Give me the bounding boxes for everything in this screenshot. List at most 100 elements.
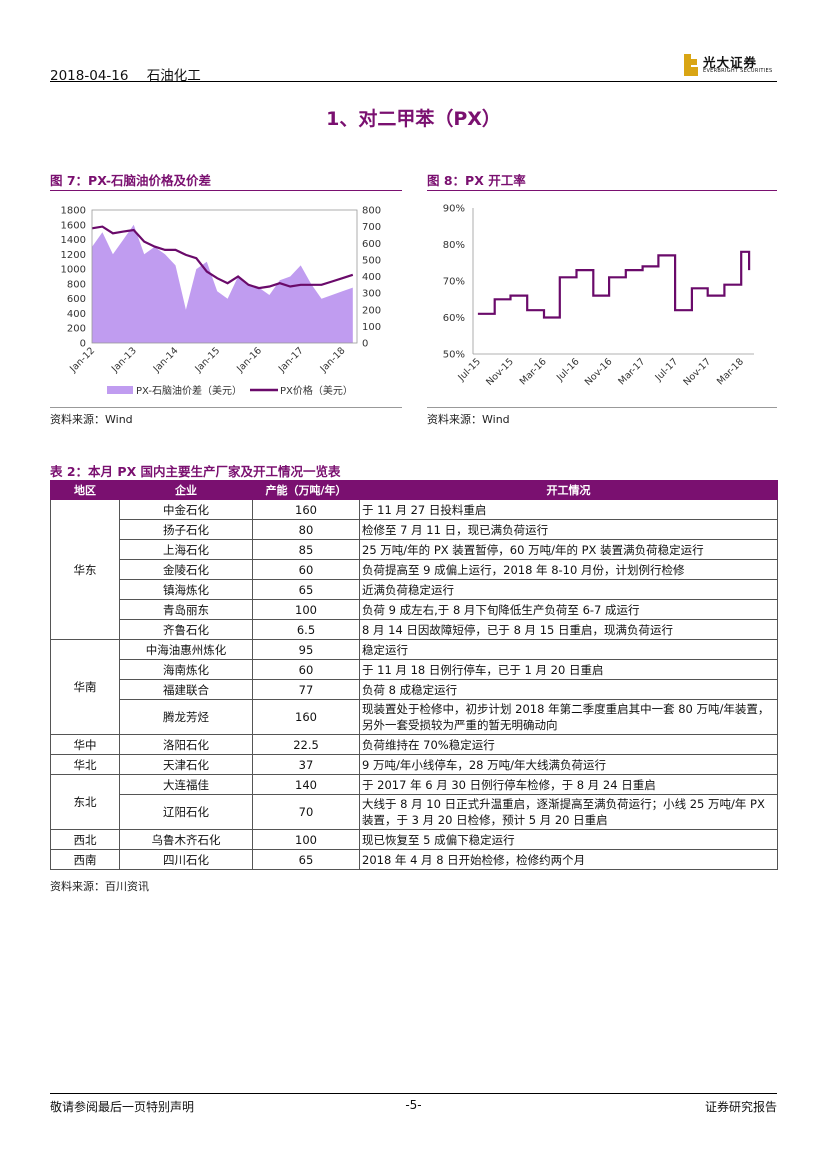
y-tick-label: 50%: [443, 350, 465, 361]
utilization-line: [477, 250, 751, 319]
plot-frame: [91, 209, 358, 344]
company-cell: 洛阳石化: [119, 734, 253, 755]
report-date: 2018-04-16: [50, 68, 129, 84]
y-left-tick-label: 1200: [61, 250, 86, 261]
table-row: 东北 大连福佳 140 于 2017 年 6 月 30 日例行停车检修，于 8 月 2…: [50, 774, 778, 830]
x-tick-label: Jan-15: [192, 345, 222, 375]
table-row: 青岛丽东 100 负荷 9 成左右,于 8 月下旬降低生产负荷至 6-7 成运行: [51, 599, 778, 620]
fig8-source-rule: [427, 407, 777, 408]
x-tick-label: Mar-17: [616, 356, 647, 387]
fig8-title: 图 8：PX 开工率: [427, 173, 526, 188]
footer-disclaimer: 敬请参阅最后一页特别声明: [50, 1100, 195, 1114]
capacity-cell: 70: [252, 794, 360, 830]
px-price-line: [91, 225, 354, 290]
table-row: 海南炼化 60 于 11 月 18 日例行停车，已于 1 月 20 日重启: [51, 659, 778, 680]
company-cell: 中金石化: [119, 499, 253, 520]
table-row: 福建联合 77 负荷 8 成稳定运行: [51, 679, 778, 700]
company-cell: 中海油惠州炼化: [119, 639, 253, 660]
status-cell: 8 月 14 日因故障短停，已于 8 月 15 日重启，现满负荷运行: [359, 619, 778, 640]
company-cell: 四川石化: [119, 849, 253, 870]
y-right-tick-label: 700: [362, 222, 381, 233]
status-cell: 大线于 8 月 10 日正式升温重启，逐渐提高至满负荷运行；小线 25 万吨/年…: [359, 794, 778, 830]
status-cell: 25 万吨/年的 PX 装置暂停，60 万吨/年的 PX 装置满负荷稳定运行: [359, 539, 778, 560]
capacity-cell: 80: [252, 519, 360, 540]
table-row: 镇海炼化 65 近满负荷稳定运行: [51, 579, 778, 600]
table-row: 华北 天津石化 37 9 万吨/年小线停车，28 万吨/年大线满负荷运行: [50, 754, 778, 775]
company-cell: 海南炼化: [119, 659, 253, 680]
company-logo: 光大证券 EVERBRIGHT SECURITIES: [684, 52, 780, 78]
table-row: 辽阳石化 70 大线于 8 月 10 日正式升温重启，逐渐提高至满负荷运行；小线 2…: [51, 794, 778, 830]
x-tick-label: Mar-18: [715, 356, 746, 387]
capacity-cell: 6.5: [252, 619, 360, 640]
y-left-tick-label: 0: [80, 339, 86, 350]
company-cell: 上海石化: [119, 539, 253, 560]
table-row: 西南 四川石化 65 2018 年 4 月 8 日开始检修，检修约两个月: [50, 849, 778, 870]
capacity-cell: 100: [252, 829, 360, 850]
y-tick-label: 70%: [443, 277, 465, 288]
company-cell: 扬子石化: [119, 519, 253, 540]
y-right-tick-label: 200: [362, 305, 381, 316]
region-cell: 西北: [50, 829, 120, 850]
logo-mark-icon: [684, 54, 698, 76]
table-title: 表 2：本月 PX 国内主要生产厂家及开工情况一览表: [50, 464, 341, 479]
table-row: 华中 洛阳石化 22.5 负荷维持在 70%稳定运行: [50, 734, 778, 755]
y-left-tick-label: 1400: [61, 235, 86, 246]
capacity-cell: 160: [252, 499, 360, 520]
x-tick-label: Jan-13: [109, 345, 139, 375]
y-tick-label: 90%: [443, 204, 465, 215]
col-capacity: 产能（万吨/年）: [252, 480, 360, 500]
fig7-chart: 0 200 400 600 800 1000 1200 1400 1600 1800 0 100 200…: [61, 206, 382, 398]
footer-report-type: 证券研究报告: [704, 1100, 777, 1114]
capacity-cell: 37: [252, 754, 360, 775]
fig7-source: 资料来源：Wind: [50, 413, 133, 426]
status-cell: 于 11 月 27 日投料重启: [359, 499, 778, 520]
table-row: 西北 乌鲁木齐石化 100 现已恢复至 5 成偏下稳定运行: [50, 829, 778, 850]
table-source: 资料来源：百川资讯: [50, 880, 149, 893]
company-cell: 青岛丽东: [119, 599, 253, 620]
table-row: 齐鲁石化 6.5 8 月 14 日因故障短停，已于 8 月 15 日重启，现满负荷运…: [51, 619, 778, 640]
capacity-cell: 65: [252, 849, 360, 870]
status-cell: 负荷提高至 9 成偏上运行，2018 年 8-10 月份，计划例行检修: [359, 559, 778, 580]
status-cell: 现装置处于检修中，初步计划 2018 年第二季度重启其中一套 80 万吨/年装置…: [359, 699, 778, 735]
x-tick-label: Mar-16: [518, 356, 549, 387]
capacity-cell: 65: [252, 579, 360, 600]
table-row: 金陵石化 60 负荷提高至 9 成偏上运行，2018 年 8-10 月份，计划例行检…: [51, 559, 778, 580]
spread-area: [92, 224, 353, 343]
capacity-cell: 85: [252, 539, 360, 560]
logo-text-cn: 光大证券: [703, 55, 758, 70]
table-row: 上海石化 85 25 万吨/年的 PX 装置暂停，60 万吨/年的 PX 装置满负荷…: [51, 539, 778, 560]
footer-rule: [50, 1093, 777, 1094]
y-left-tick-label: 400: [67, 309, 86, 320]
status-cell: 稳定运行: [359, 639, 778, 660]
table-row: 华东 中金石化 160 于 11 月 27 日投料重启: [50, 499, 778, 640]
region-cell: 华东: [50, 499, 120, 640]
fig8-title-rule: [427, 190, 777, 191]
company-cell: 金陵石化: [119, 559, 253, 580]
logo-text-en: EVERBRIGHT SECURITIES: [703, 68, 773, 74]
company-cell: 福建联合: [119, 679, 253, 700]
fig7-title-rule: [50, 190, 402, 191]
header-rule: [50, 81, 777, 82]
region-cell: 西南: [50, 849, 120, 870]
y-left-tick-label: 200: [67, 324, 86, 335]
col-company: 企业: [119, 480, 253, 500]
table-row: 华南 中海油惠州炼化 95 稳定运行: [50, 639, 778, 735]
capacity-cell: 77: [252, 679, 360, 700]
company-cell: 镇海炼化: [119, 579, 253, 600]
page-number: -5-: [405, 1098, 422, 1112]
section-title: 1、对二甲苯（PX）: [326, 108, 501, 130]
y-right-tick-label: 500: [362, 255, 381, 266]
capacity-cell: 60: [252, 659, 360, 680]
table-header-row: 地区 企业 产能（万吨/年） 开工情况: [50, 480, 778, 500]
producer-table: 地区 企业 产能（万吨/年） 开工情况 华东 中金石化 160 于 11 月 27 日…: [50, 480, 778, 870]
company-cell: 乌鲁木齐石化: [119, 829, 253, 850]
capacity-cell: 22.5: [252, 734, 360, 755]
status-cell: 2018 年 4 月 8 日开始检修，检修约两个月: [359, 849, 778, 870]
y-right-tick-label: 100: [362, 322, 381, 333]
table-row: 腾龙芳烃 160 现装置处于检修中，初步计划 2018 年第二季度重启其中一套 80…: [51, 699, 778, 735]
y-left-tick-label: 600: [67, 294, 86, 305]
status-cell: 负荷 9 成左右,于 8 月下旬降低生产负荷至 6-7 成运行: [359, 599, 778, 620]
status-cell: 负荷 8 成稳定运行: [359, 679, 778, 700]
capacity-cell: 60: [252, 559, 360, 580]
fig7-source-rule: [50, 407, 402, 408]
